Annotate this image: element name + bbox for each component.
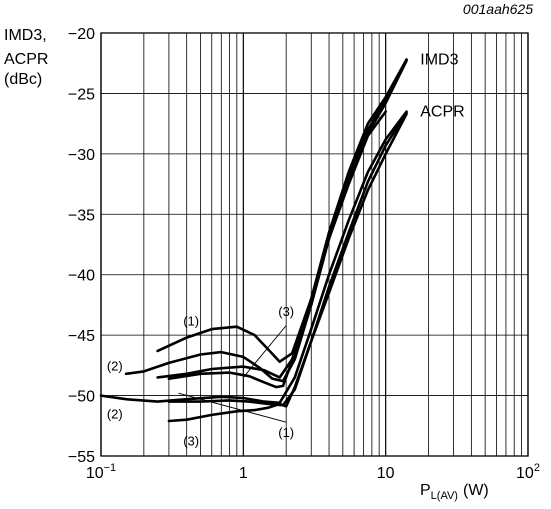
annotation-label: IMD3 <box>420 52 458 69</box>
annotation-label: ACPR <box>420 104 464 121</box>
grid <box>100 32 529 457</box>
y-tick-label: −45 <box>68 328 95 345</box>
curve-imd3-2 <box>167 110 388 389</box>
x-tick-label: 10 <box>377 465 395 482</box>
y-tick-label: −40 <box>68 268 95 285</box>
data-curves <box>99 58 408 423</box>
curve-acpr-3 <box>167 112 408 423</box>
x-tick-label: 1 <box>239 465 248 482</box>
annotation-label: (1) <box>183 314 199 329</box>
y-tick-label: −30 <box>68 147 95 164</box>
y-tick-label: −25 <box>68 86 95 103</box>
y-axis-label-line-1: IMD3, <box>4 27 47 44</box>
curve-acpr-1 <box>167 111 408 407</box>
plot-frame <box>100 32 529 457</box>
x-tick-label: 102 <box>516 462 540 482</box>
annotation-label: (2) <box>107 407 123 422</box>
y-tick-label: −55 <box>68 449 95 466</box>
curve-imd3-2 <box>124 58 408 383</box>
leader-line <box>178 392 287 423</box>
y-axis-label-line-3: (dBc) <box>4 71 43 88</box>
curve-imd3-1 <box>156 58 408 364</box>
x-axis-label: PL(AV) (W) <box>420 482 489 502</box>
annotation-label: (1) <box>278 425 294 440</box>
x-tick-label: 10−1 <box>86 462 116 482</box>
y-tick-label: −50 <box>68 389 95 406</box>
leader-line <box>242 325 287 378</box>
annotation-label: (3) <box>278 304 294 319</box>
leader-lines <box>178 325 287 423</box>
y-axis-label-line-2: ACPR <box>4 51 49 68</box>
annotation-label: (2) <box>107 358 123 373</box>
annotation-label: (3) <box>183 433 199 448</box>
y-tick-label: −35 <box>68 207 95 224</box>
document-id: 001aah625 <box>462 1 533 17</box>
y-tick-label: −20 <box>68 26 95 43</box>
annotations: IMD3 ACPR (1) (3) (2) (2) (3) (1) <box>107 52 465 449</box>
